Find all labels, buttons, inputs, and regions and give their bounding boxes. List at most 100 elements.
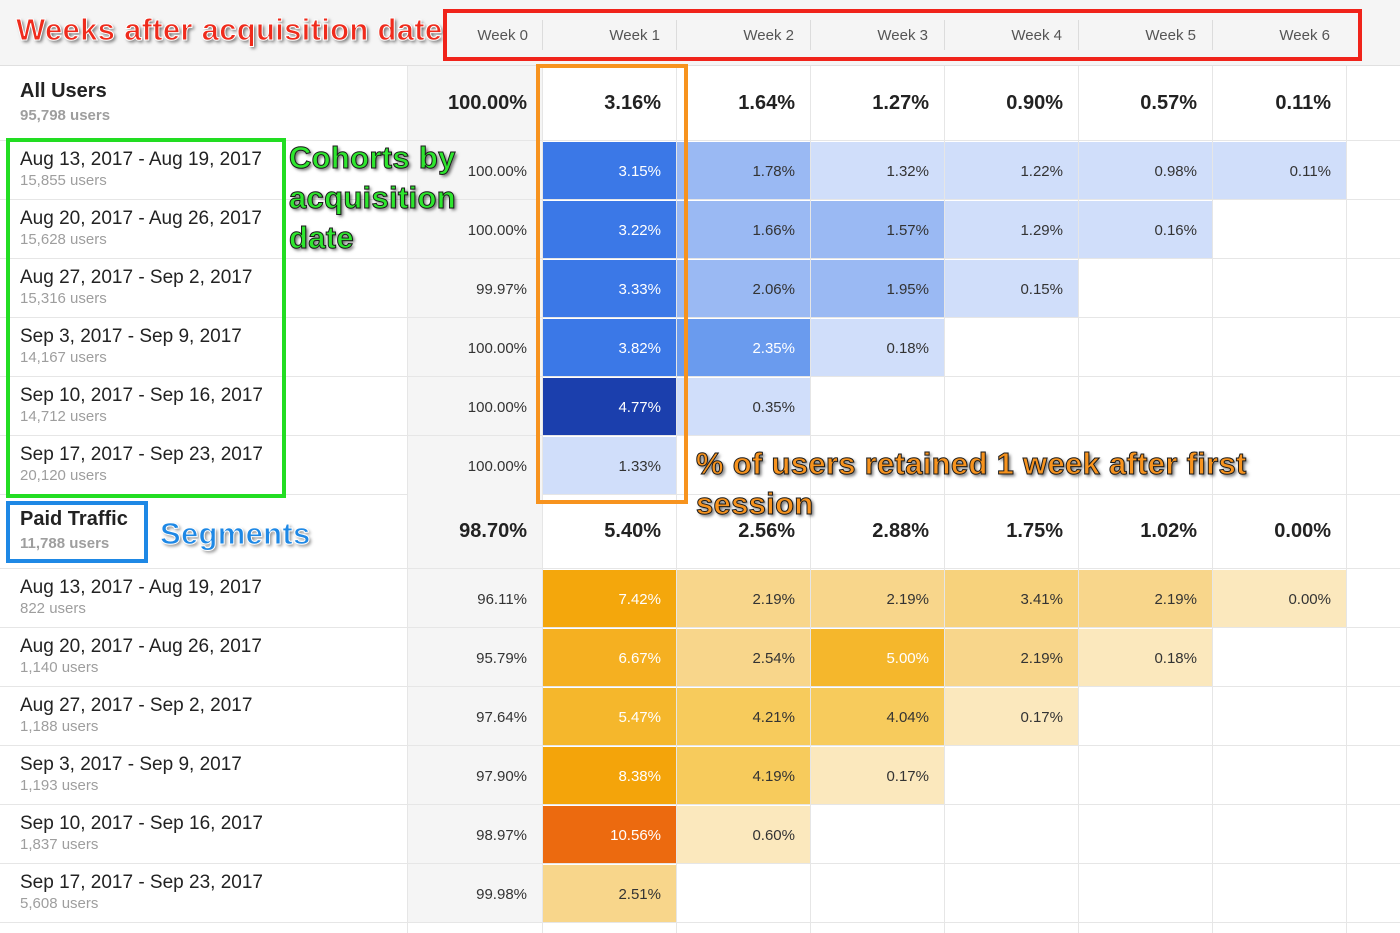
retention-cell-week-3[interactable]: 4.04% [811,688,944,746]
row-divider [0,317,1400,318]
column-divider [1346,66,1347,933]
cohort-date-range: Sep 17, 2017 - Sep 23, 2017 [20,872,263,893]
retention-cell-week-2[interactable]: 4.19% [677,747,810,805]
retention-cell-week-2[interactable]: 1.66% [677,201,810,259]
retention-cell-week-0[interactable]: 100.00% [467,162,527,180]
retention-cell-week-1[interactable]: 3.33% [543,260,676,318]
retention-cell-week-3[interactable]: 0.17% [811,747,944,805]
retention-cell-week-0[interactable]: 96.11% [477,590,527,608]
week0-bg [407,805,542,864]
retention-cell-week-1[interactable]: 6.67% [543,629,676,687]
cohort-user-count: 1,188 users [20,718,99,735]
cohort-date-range: Aug 27, 2017 - Sep 2, 2017 [20,267,253,288]
retention-cell-week-2[interactable]: 0.60% [677,806,810,864]
week-header-5: Week 5 [1145,27,1196,44]
cohort-user-count: 822 users [20,600,86,617]
week0-bg [407,628,542,687]
retention-cell-week-0[interactable]: 100.00% [467,221,527,239]
segment-title: All Users [20,80,107,102]
retention-cell-week-2[interactable]: 0.35% [677,378,810,436]
retention-cell-week-4[interactable]: 2.19% [945,629,1078,687]
row-divider [0,568,1400,569]
retention-cell-week-1[interactable]: 7.42% [543,570,676,628]
column-divider [676,66,677,933]
retention-cell-week-2[interactable]: 4.21% [677,688,810,746]
retention-cell-week-5[interactable]: 0.98% [1079,142,1212,200]
cohort-user-count: 5,608 users [20,895,99,912]
retention-cell-week-1[interactable]: 10.56% [543,806,676,864]
retention-cell-week-0[interactable]: 99.98% [476,885,527,903]
cohort-user-count: 14,712 users [20,408,107,425]
retention-cell-week-3[interactable]: 0.18% [811,319,944,377]
cohort-user-count: 15,855 users [20,172,107,189]
retention-cell-week-2[interactable]: 2.35% [677,319,810,377]
cohort-user-count: 15,316 users [20,290,107,307]
week-header-4: Week 4 [1011,27,1062,44]
week0-bg [407,377,542,436]
retention-cell-week-6[interactable]: 0.11% [1213,142,1346,200]
week-header-separator [1212,20,1213,50]
column-divider [1078,66,1079,933]
retention-cell-week-0[interactable]: 95.79% [476,649,527,667]
retention-cell-week-4[interactable]: 0.17% [945,688,1078,746]
retention-cell-week-3[interactable]: 2.19% [811,570,944,628]
retained-annotation-label: % of users retained 1 week after first s… [696,444,1247,524]
retention-cell-week-0[interactable]: 97.90% [476,767,527,785]
retention-cell-week-5[interactable]: 2.19% [1079,570,1212,628]
retention-cell-week-4[interactable]: 1.29% [945,201,1078,259]
cohort-date-range: Aug 13, 2017 - Aug 19, 2017 [20,577,262,598]
retention-cell-week-2[interactable]: 1.78% [677,142,810,200]
retention-cell-week-1[interactable]: 3.82% [543,319,676,377]
week0-bg [407,318,542,377]
row-divider [0,140,1400,141]
retention-cell-week-5[interactable]: 0.18% [1079,629,1212,687]
segment-total-week-4: 0.90% [1006,92,1063,114]
retention-cell-week-6[interactable]: 0.00% [1213,570,1346,628]
segment-total-week-6: 0.00% [1274,520,1331,542]
retention-cell-week-4[interactable]: 0.15% [945,260,1078,318]
retention-cell-week-2[interactable]: 2.54% [677,629,810,687]
retention-cell-week-0[interactable]: 97.64% [476,708,527,726]
retention-cell-week-0[interactable]: 98.97% [476,826,527,844]
week-header-separator [676,20,677,50]
cohort-date-range: Aug 13, 2017 - Aug 19, 2017 [20,149,262,170]
segment-user-count: 95,798 users [20,107,111,124]
cohort-date-range: Sep 10, 2017 - Sep 16, 2017 [20,813,263,834]
retention-cell-week-1[interactable]: 2.51% [543,865,676,923]
week0-bg [407,200,542,259]
retention-cell-week-0[interactable]: 100.00% [467,339,527,357]
retention-cell-week-2[interactable]: 2.06% [677,260,810,318]
cohort-date-range: Sep 3, 2017 - Sep 9, 2017 [20,754,242,775]
retention-cell-week-2[interactable]: 2.19% [677,570,810,628]
retention-cell-week-3[interactable]: 1.32% [811,142,944,200]
row-divider [0,435,1400,436]
retention-cell-week-3[interactable]: 1.57% [811,201,944,259]
retention-cell-week-3[interactable]: 1.95% [811,260,944,318]
summary-week0-bg [407,66,542,141]
retention-cell-week-1[interactable]: 3.22% [543,201,676,259]
cohort-user-count: 1,140 users [20,659,99,676]
retention-cell-week-1[interactable]: 5.47% [543,688,676,746]
retention-cell-week-0[interactable]: 100.00% [467,398,527,416]
cohorts-annotation-line-1: Cohorts by [289,140,456,176]
row-divider [0,627,1400,628]
retention-cell-week-1[interactable]: 4.77% [543,378,676,436]
retention-cell-week-4[interactable]: 3.41% [945,570,1078,628]
retained-annotation-line-1: % of users retained 1 week after first [696,446,1247,482]
row-divider [0,745,1400,746]
row-divider [0,686,1400,687]
cohort-date-range: Aug 20, 2017 - Aug 26, 2017 [20,636,262,657]
retention-cell-week-0[interactable]: 100.00% [467,457,527,475]
segment-total-week-2: 1.64% [738,92,795,114]
retention-cell-week-1[interactable]: 1.33% [543,437,676,495]
retention-cell-week-1[interactable]: 3.15% [543,142,676,200]
retention-cell-week-3[interactable]: 5.00% [811,629,944,687]
retention-cell-week-4[interactable]: 1.22% [945,142,1078,200]
week-header-separator [542,20,543,50]
retention-cell-week-5[interactable]: 0.16% [1079,201,1212,259]
column-divider [944,66,945,933]
segment-total-week-2: 2.56% [738,520,795,542]
retention-cell-week-1[interactable]: 8.38% [543,747,676,805]
retention-cell-week-0[interactable]: 99.97% [476,280,527,298]
